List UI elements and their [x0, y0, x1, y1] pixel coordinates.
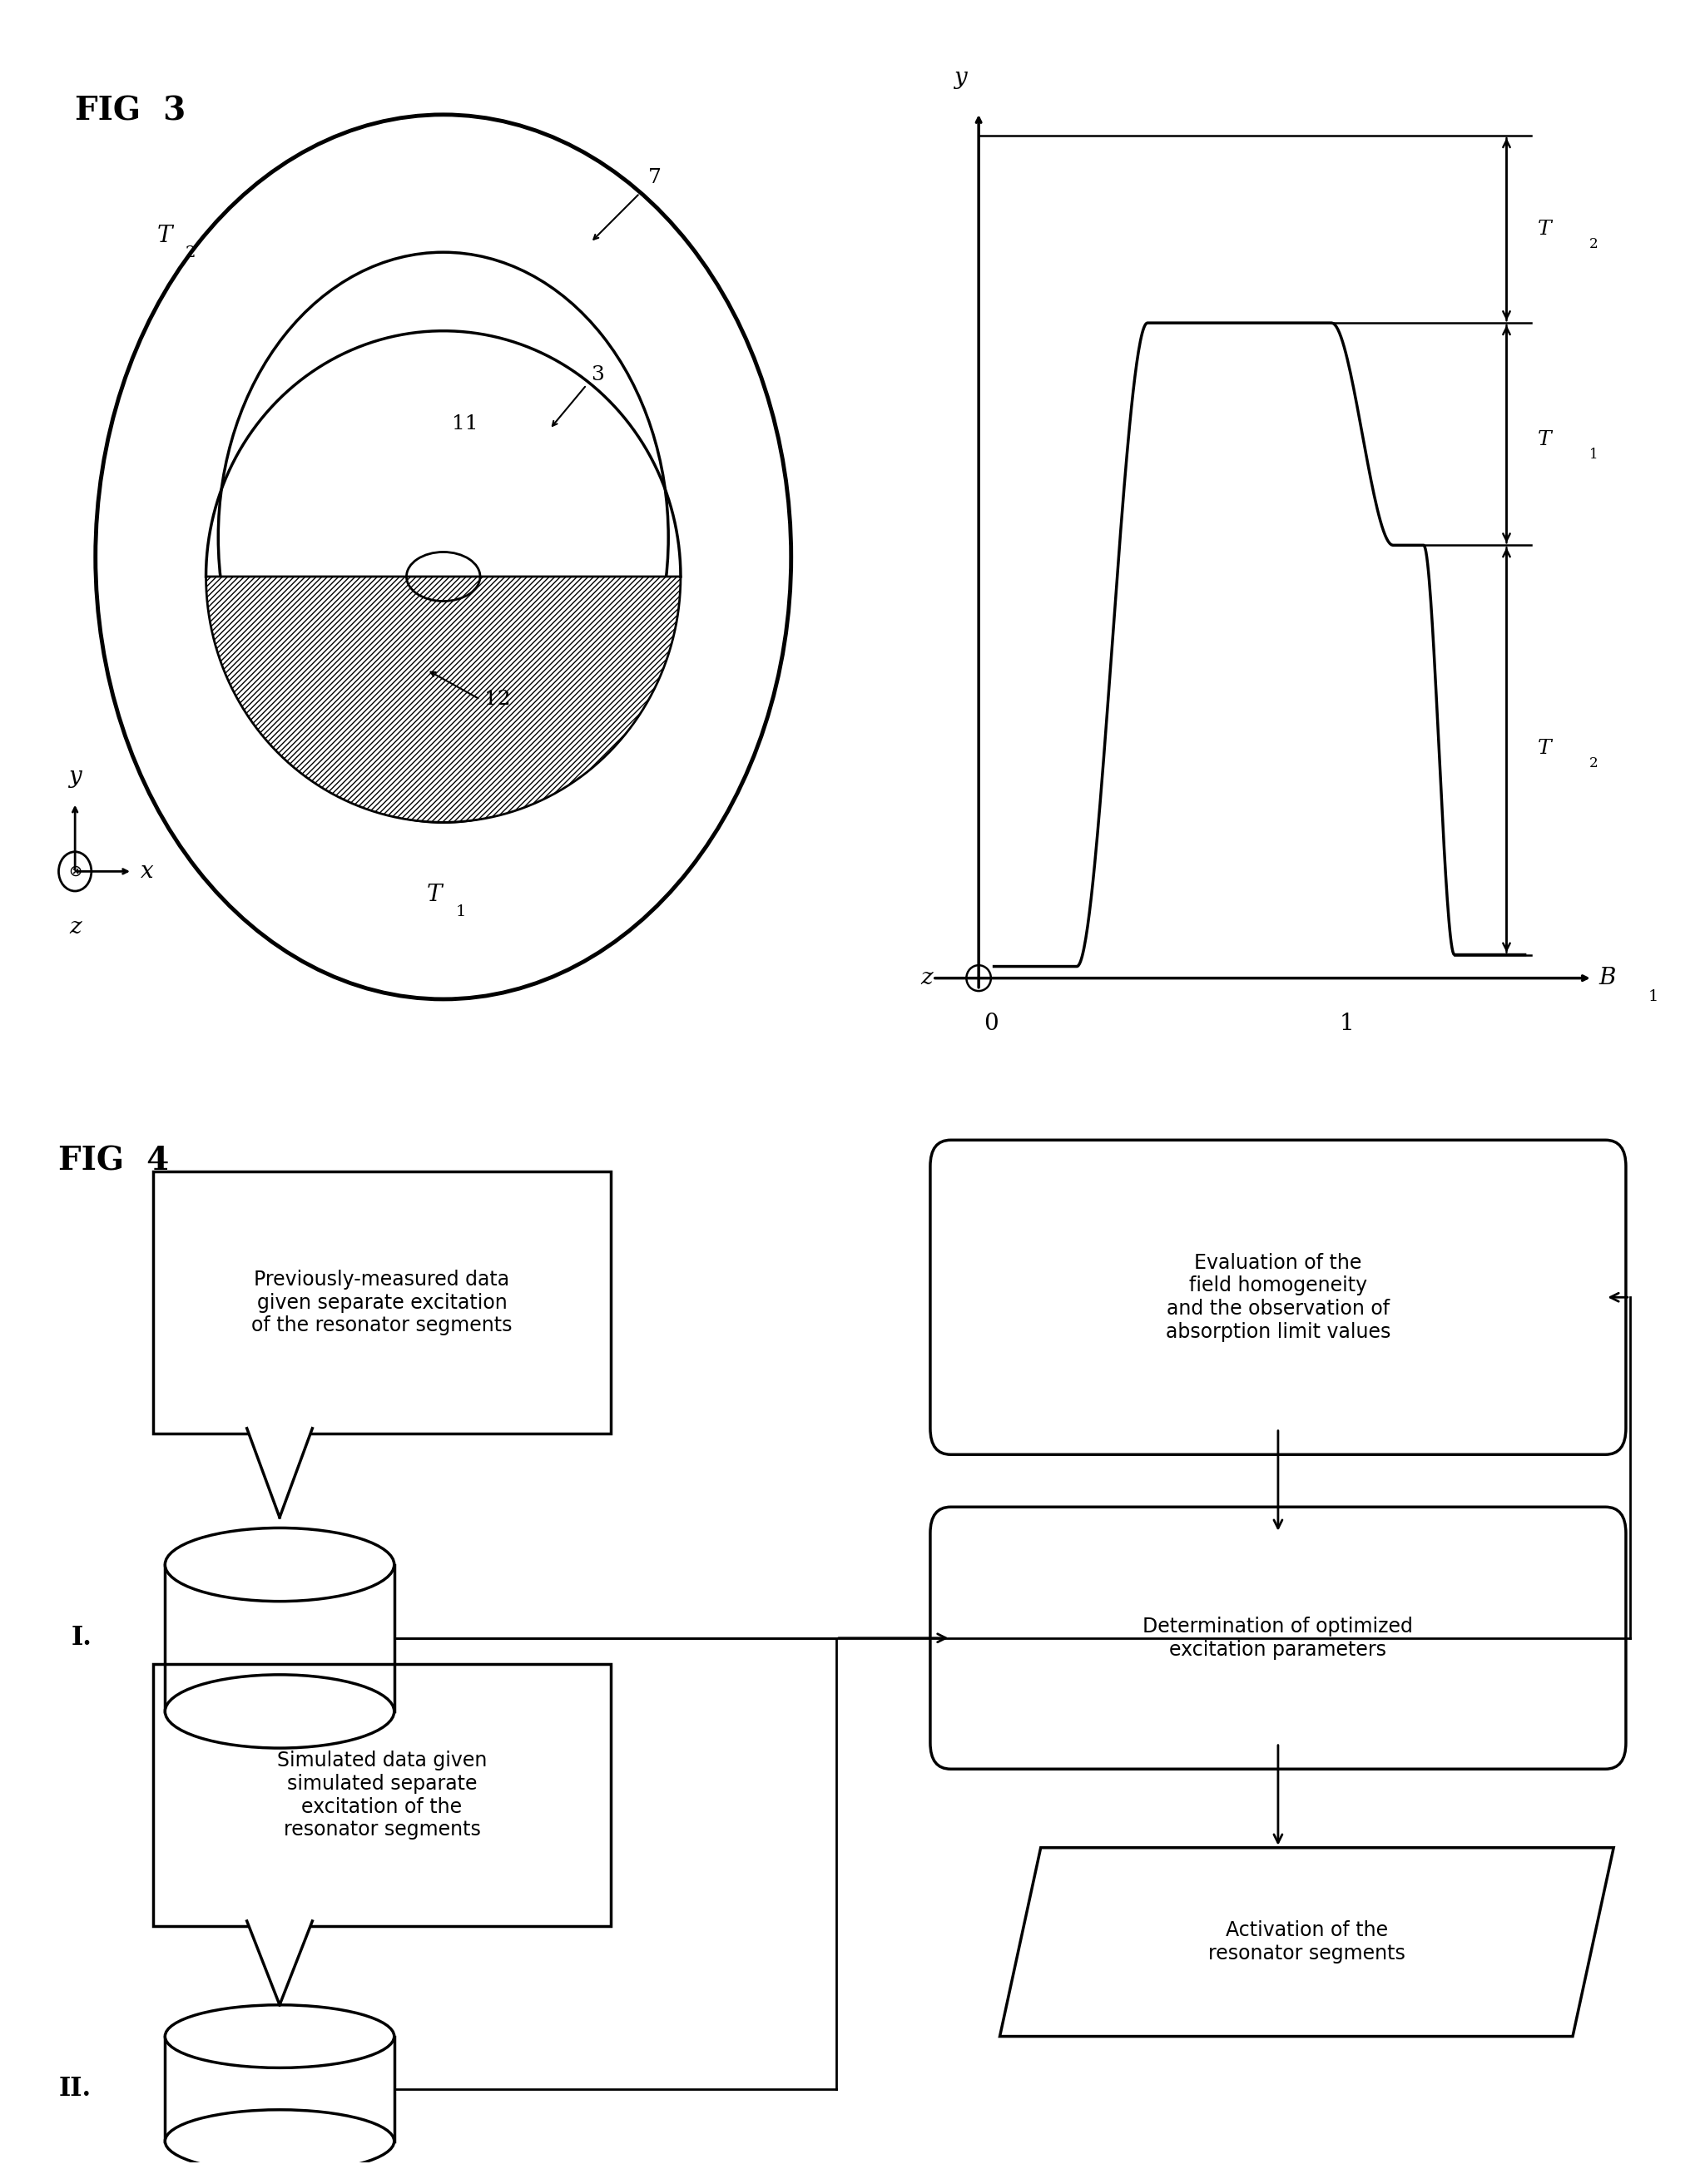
Text: z: z — [921, 968, 933, 989]
Ellipse shape — [165, 2110, 394, 2173]
Text: FIG  4: FIG 4 — [58, 1144, 169, 1177]
Text: T: T — [157, 225, 172, 247]
Text: 2: 2 — [186, 245, 196, 260]
Text: 0: 0 — [984, 1011, 999, 1035]
Polygon shape — [999, 1848, 1613, 2035]
Text: z: z — [68, 915, 82, 939]
Text: Simulated data given
simulated separate
excitation of the
resonator segments: Simulated data given simulated separate … — [276, 1752, 488, 1839]
Text: 2: 2 — [1589, 238, 1598, 251]
Bar — [165, 1564, 394, 1712]
FancyBboxPatch shape — [931, 1140, 1627, 1455]
Text: 1: 1 — [1589, 448, 1598, 463]
Text: B: B — [1599, 968, 1616, 989]
Text: 12: 12 — [484, 690, 510, 708]
Polygon shape — [247, 1922, 312, 2005]
Bar — [165, 2035, 394, 2140]
Text: 1: 1 — [455, 904, 465, 919]
Text: T: T — [1538, 221, 1552, 238]
Text: 3: 3 — [590, 365, 604, 384]
FancyBboxPatch shape — [153, 1664, 610, 1926]
Ellipse shape — [58, 852, 92, 891]
Text: y: y — [953, 66, 967, 90]
Text: y: y — [68, 764, 82, 788]
Text: T: T — [1538, 430, 1552, 450]
Text: Determination of optimized
excitation parameters: Determination of optimized excitation pa… — [1142, 1616, 1413, 1660]
Text: I.: I. — [72, 1625, 92, 1651]
FancyBboxPatch shape — [153, 1171, 610, 1433]
Text: x: x — [140, 860, 153, 882]
Polygon shape — [206, 577, 680, 821]
Text: 11: 11 — [452, 415, 477, 432]
Text: 1: 1 — [1647, 989, 1657, 1005]
Polygon shape — [247, 1428, 312, 1518]
Text: ⊗: ⊗ — [68, 863, 82, 880]
FancyBboxPatch shape — [931, 1507, 1627, 1769]
Ellipse shape — [165, 2005, 394, 2068]
Text: Evaluation of the
field homogeneity
and the observation of
absorption limit valu: Evaluation of the field homogeneity and … — [1166, 1254, 1391, 1341]
Text: FIG  3: FIG 3 — [75, 94, 186, 127]
Text: Activation of the
resonator segments: Activation of the resonator segments — [1209, 1920, 1405, 1963]
Text: Previously-measured data
given separate excitation
of the resonator segments: Previously-measured data given separate … — [251, 1269, 513, 1337]
Text: 1: 1 — [1340, 1011, 1354, 1035]
Ellipse shape — [165, 1529, 394, 1601]
Text: T: T — [426, 882, 442, 906]
Ellipse shape — [967, 965, 991, 992]
Ellipse shape — [165, 1675, 394, 1747]
Text: 2: 2 — [1589, 756, 1598, 771]
Text: T: T — [1538, 738, 1552, 758]
Text: 7: 7 — [648, 168, 662, 188]
Text: II.: II. — [58, 2075, 90, 2101]
